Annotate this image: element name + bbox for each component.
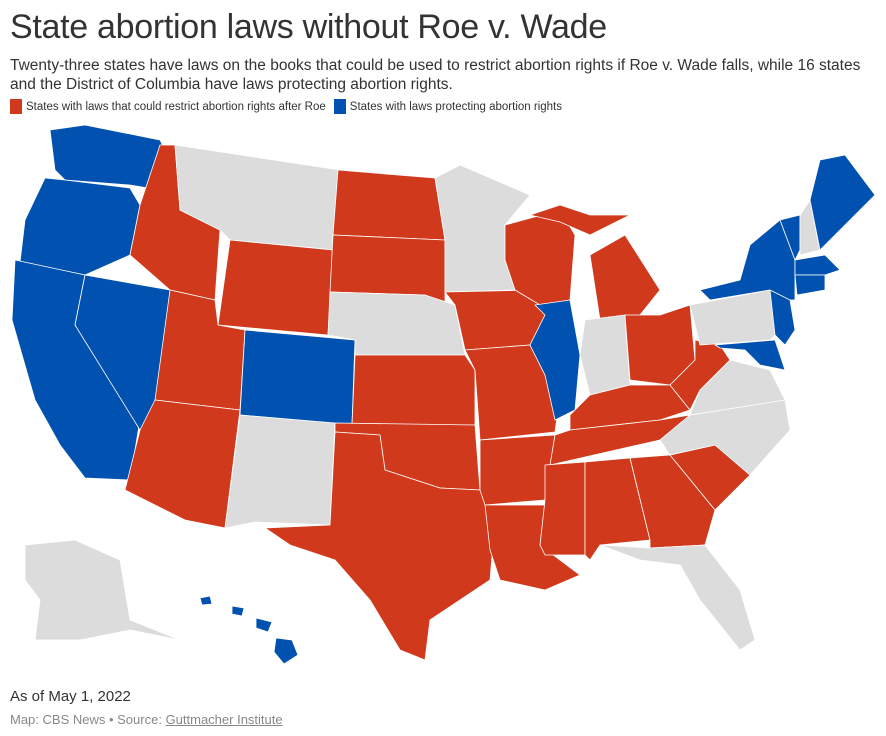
state-new-mexico[interactable]	[224, 414, 336, 529]
state-illinois[interactable]	[529, 299, 581, 421]
state-connecticut-rhode-island[interactable]	[794, 274, 826, 296]
legend-swatch-restrict	[10, 99, 22, 114]
state-mississippi[interactable]	[539, 461, 586, 556]
legend-item-restrict: States with laws that could restrict abo…	[10, 99, 326, 114]
us-map	[11, 124, 876, 665]
state-new-jersey[interactable]	[769, 289, 796, 346]
state-michigan-upper[interactable]	[529, 204, 631, 236]
legend-label-restrict: States with laws that could restrict abo…	[26, 100, 326, 113]
state-michigan[interactable]	[589, 234, 661, 321]
state-hawaii-big-island[interactable]	[273, 637, 299, 665]
state-hawaii-maui[interactable]	[255, 617, 273, 633]
source-link[interactable]: Guttmacher Institute	[165, 712, 283, 727]
as-of-date: As of May 1, 2022	[10, 688, 131, 705]
subtitle: Twenty-three states have laws on the boo…	[10, 57, 861, 93]
state-indiana[interactable]	[579, 314, 631, 396]
state-hawaii-oahu[interactable]	[231, 605, 245, 617]
state-texas[interactable]	[264, 431, 496, 661]
state-wyoming[interactable]	[217, 239, 334, 336]
state-maine[interactable]	[809, 154, 876, 251]
state-north-dakota[interactable]	[332, 169, 446, 241]
state-washington[interactable]	[49, 124, 166, 191]
legend-swatch-protect	[333, 99, 346, 114]
state-new-york[interactable]	[699, 219, 796, 301]
state-alaska[interactable]	[24, 539, 181, 641]
state-massachusetts[interactable]	[794, 254, 841, 276]
legend: States with laws that could restrict abo…	[10, 99, 562, 114]
state-hawaii-kauai[interactable]	[199, 595, 213, 606]
credit-line: Map: CBS News • Source: Guttmacher Insti…	[10, 712, 283, 727]
state-arkansas[interactable]	[479, 434, 556, 506]
state-kansas[interactable]	[351, 354, 476, 426]
state-maryland-delaware[interactable]	[714, 339, 786, 371]
state-oregon[interactable]	[19, 177, 141, 276]
state-colorado[interactable]	[239, 329, 356, 426]
state-florida[interactable]	[599, 544, 756, 651]
page-title: State abortion laws without Roe v. Wade	[10, 8, 607, 46]
state-west-virginia[interactable]	[669, 339, 731, 411]
credit-prefix: Map: CBS News • Source:	[10, 712, 166, 727]
legend-label-protect: States with laws protecting abortion rig…	[349, 100, 562, 113]
legend-item-protect: States with laws protecting abortion rig…	[333, 99, 562, 114]
